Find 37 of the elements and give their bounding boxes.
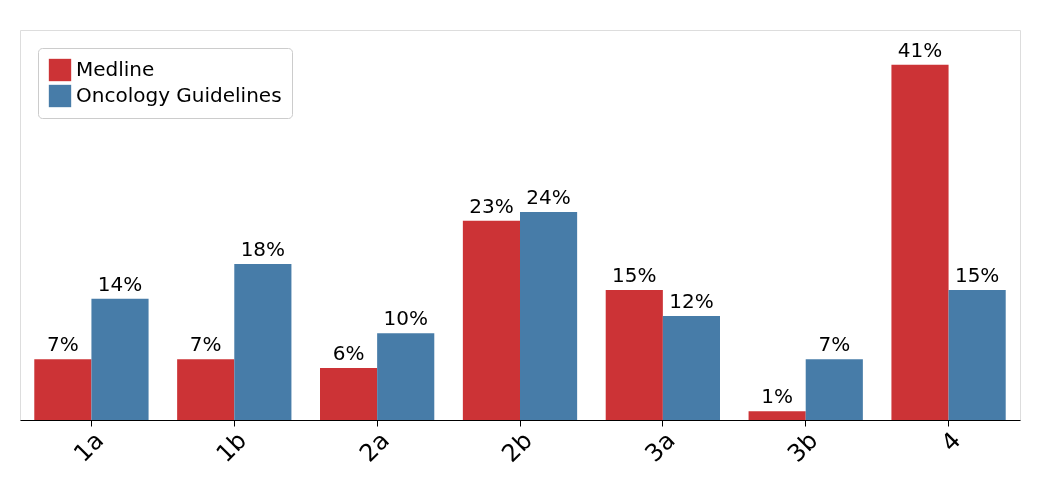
bar	[177, 359, 235, 420]
data-label: 7%	[818, 332, 851, 357]
x-tick-label: 2b	[496, 426, 538, 468]
data-label: 10%	[383, 306, 428, 331]
bar	[891, 64, 949, 420]
bar	[91, 298, 149, 420]
data-label: 41%	[897, 37, 943, 62]
x-tick-label: 3b	[782, 426, 824, 468]
data-label: 1%	[761, 384, 794, 409]
legend-label: Medline	[76, 57, 155, 81]
data-label: 12%	[669, 289, 714, 313]
bar	[234, 264, 292, 420]
data-label: 7%	[46, 332, 79, 357]
x-tick-label: 1b	[210, 426, 252, 468]
legend-label: Oncology Guidelines	[76, 83, 282, 107]
data-label: 15%	[954, 263, 1000, 287]
data-label: 14%	[97, 271, 143, 296]
x-tick-label: 3a	[639, 426, 681, 468]
bar	[34, 359, 92, 420]
bar	[377, 333, 435, 420]
bar	[520, 212, 578, 420]
bar	[805, 359, 863, 420]
data-label: 6%	[332, 341, 365, 365]
x-tick-label: 4	[935, 426, 967, 457]
bar	[948, 290, 1006, 420]
x-tick-label: 2a	[353, 426, 395, 468]
bar	[605, 290, 663, 420]
bar	[748, 411, 806, 420]
data-label: 15%	[612, 263, 657, 287]
x-tick-label: 1a	[68, 426, 110, 468]
data-label: 23%	[469, 193, 514, 218]
bar	[662, 316, 720, 420]
bar	[462, 220, 520, 420]
data-label: 7%	[189, 332, 222, 357]
data-label: 18%	[240, 237, 286, 261]
bar	[320, 368, 378, 420]
data-label: 24%	[526, 185, 571, 209]
